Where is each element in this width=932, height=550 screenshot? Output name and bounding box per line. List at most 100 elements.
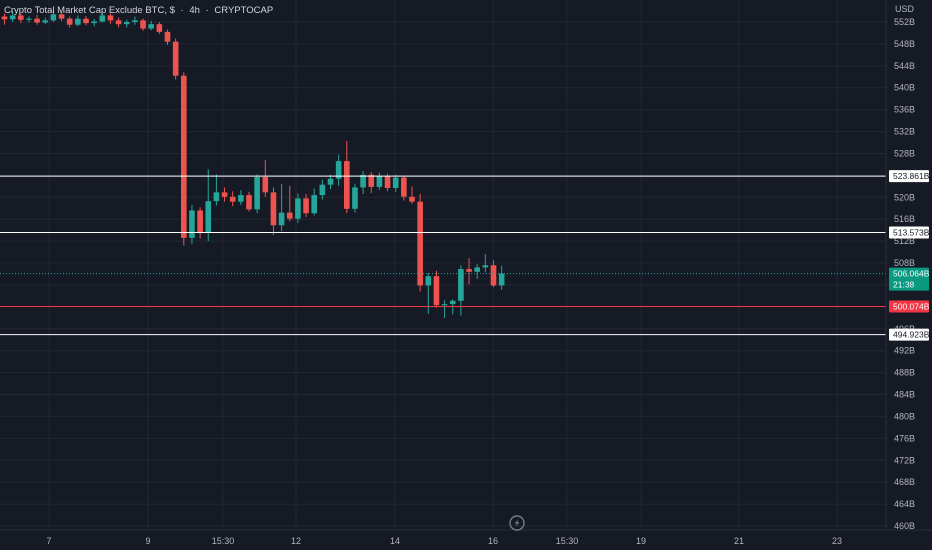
candle-body [26, 18, 32, 20]
candle [417, 194, 423, 292]
candle [441, 300, 448, 318]
candle-body [392, 177, 399, 188]
candle-body [50, 14, 57, 21]
candle-body [189, 210, 195, 238]
candle [262, 160, 269, 197]
candle [335, 154, 342, 186]
candle [83, 15, 89, 26]
currency-label: USD [895, 4, 915, 14]
candle [148, 20, 154, 31]
candle [50, 11, 57, 22]
candle-body [417, 201, 423, 286]
candle-body [140, 20, 146, 29]
candle [352, 183, 358, 213]
current-price-label: 506.064B [893, 269, 930, 279]
candle [115, 17, 122, 28]
level-price-tag [889, 300, 929, 313]
time-axis[interactable]: 7 9 15:30 12 14 16 15:30 19 21 23 [46, 536, 842, 546]
candle-body [34, 18, 40, 23]
legend-exchange: CRYPTOCAP [214, 5, 273, 16]
bar-countdown-label: 21:38 [893, 280, 915, 290]
candle-body [295, 198, 301, 219]
candle [164, 29, 171, 46]
y-tick-label: 540B [894, 83, 915, 93]
candle-body [278, 212, 285, 226]
candle [278, 184, 285, 232]
candle-body [91, 21, 97, 24]
legend-symbol: Crypto Total Market Cap Exclude BTC, $ [4, 5, 176, 16]
y-tick-label: 516B [894, 214, 915, 224]
candle [254, 174, 260, 214]
x-tick-label: 23 [832, 536, 842, 546]
candle-body [401, 177, 407, 197]
level-price-tag [889, 226, 929, 239]
candle [474, 264, 480, 279]
candle-body [433, 276, 440, 306]
candle [425, 272, 432, 314]
legend-separator-1: · [181, 5, 184, 16]
level-price-tag [889, 170, 929, 183]
x-tick-label: 16 [488, 536, 498, 546]
candle [360, 171, 366, 195]
candle [238, 190, 244, 205]
candle-body [409, 196, 415, 202]
candle-body [246, 195, 252, 210]
candle-body [229, 196, 236, 202]
horizontal-levels[interactable] [0, 175, 886, 336]
current-price-tag [889, 267, 929, 291]
y-tick-label: 532B [894, 127, 915, 137]
candle [189, 204, 195, 244]
y-tick-label: 512B [894, 236, 915, 246]
candle-body [474, 267, 480, 272]
candle [197, 207, 203, 239]
candle-body [458, 269, 464, 301]
level-price-label: 500.074B [893, 301, 930, 311]
candle-body [107, 15, 114, 21]
candle [123, 19, 130, 28]
candle [42, 17, 49, 25]
candle [458, 265, 464, 316]
candle-body [66, 18, 73, 25]
candle [409, 186, 415, 204]
candle-body [319, 184, 326, 196]
candle [34, 14, 40, 25]
candle-body [1, 16, 8, 20]
candle-body [132, 20, 138, 22]
tv-logo-icon [509, 515, 525, 531]
candle [1, 13, 8, 25]
y-tick-label: 468B [894, 477, 915, 487]
candle [246, 191, 252, 212]
candle-body [42, 20, 49, 23]
candle-body [254, 177, 260, 210]
candle [140, 18, 146, 31]
candle [376, 172, 383, 190]
candle-body [262, 177, 269, 193]
tradingview-logo[interactable] [509, 515, 525, 531]
level-price-tag [889, 328, 929, 341]
candle [205, 169, 212, 242]
candle-body [58, 14, 65, 19]
candle-body [441, 304, 448, 306]
candle-body [425, 276, 432, 286]
candle [172, 38, 179, 80]
legend-interval: 4h [189, 5, 200, 16]
candle [221, 187, 228, 202]
candle-body [466, 269, 472, 272]
y-tick-label: 464B [894, 499, 915, 509]
candle [344, 140, 350, 214]
candle-body [172, 41, 179, 76]
candle [311, 188, 317, 216]
candle-body [164, 31, 171, 42]
x-tick-label: 12 [291, 536, 301, 546]
candle [91, 18, 97, 27]
candle-body [123, 22, 130, 25]
candle [286, 185, 293, 222]
candle [401, 175, 407, 201]
x-tick-label: 7 [46, 536, 51, 546]
candle [295, 193, 301, 224]
y-tick-label: 536B [894, 105, 915, 115]
candle-body [9, 15, 16, 20]
candle [229, 191, 236, 207]
